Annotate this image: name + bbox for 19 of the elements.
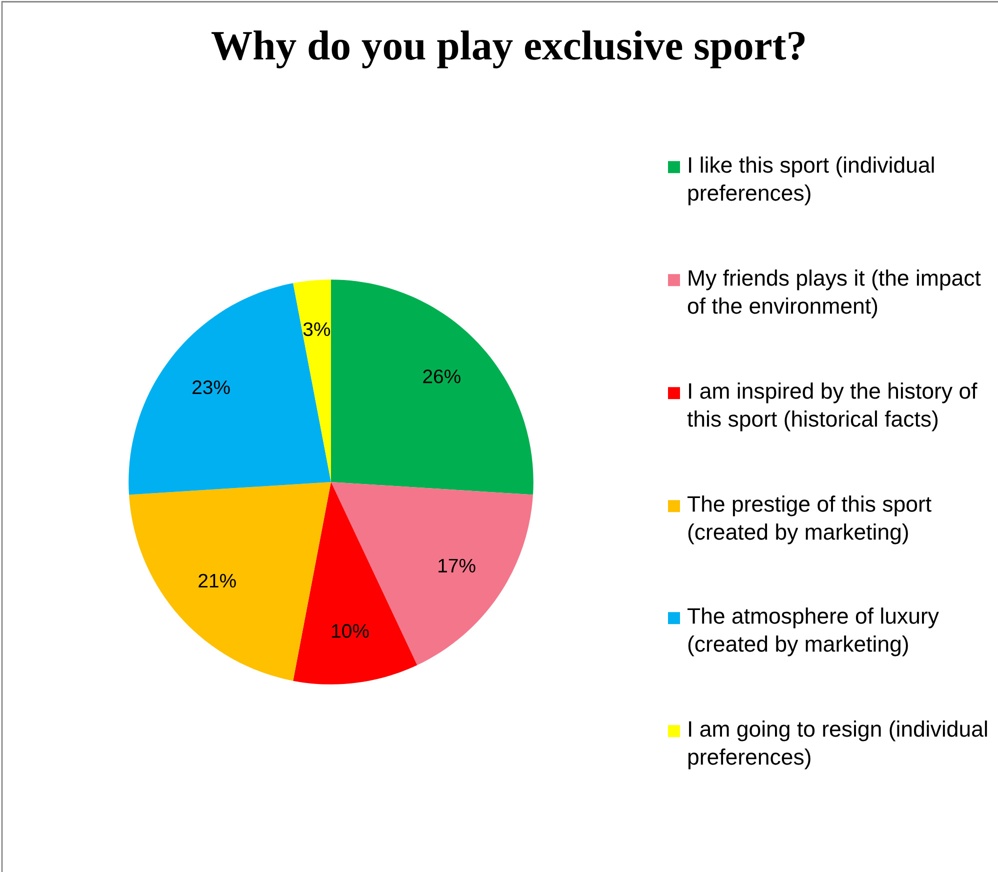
legend-label: I am going to resign (individual preferences): [688, 720, 987, 770]
pie-slice: [128, 283, 331, 495]
pie-slice: [331, 482, 533, 666]
pie-slice: [293, 280, 331, 482]
data-label: 23%: [192, 380, 230, 394]
pie-slice: [293, 482, 418, 684]
legend-label: I like this sport (individual preferences): [688, 156, 934, 206]
data-label: 10%: [332, 624, 369, 638]
legend-label: The atmosphere of luxury (created by marketing): [688, 608, 939, 656]
data-label: 3%: [303, 322, 330, 336]
pie-slice: [129, 482, 331, 681]
data-label: 21%: [198, 574, 236, 588]
data-label: 26%: [423, 370, 460, 384]
data-label: 17%: [438, 558, 476, 572]
legend-label: My friends plays it (the impact of the environment): [688, 270, 981, 318]
legend-label: I am inspired by the history of this sport (historical facts): [687, 382, 978, 432]
pie-slice: [331, 280, 534, 495]
chart-title: Why do you play exclusive sport?: [212, 30, 805, 68]
legend-label: The prestige of this sport (created by marketing): [688, 496, 932, 544]
